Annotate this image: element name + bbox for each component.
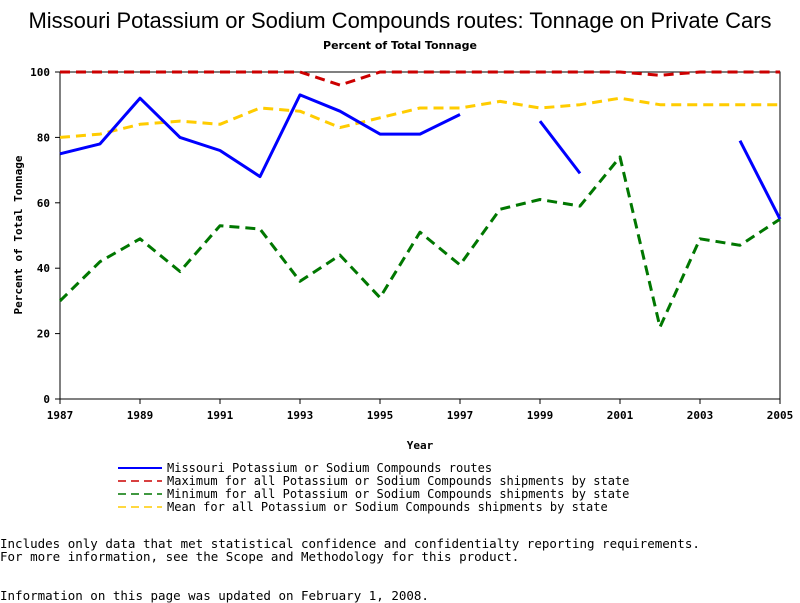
y-tick-label: 0 xyxy=(43,393,50,406)
series-3 xyxy=(59,96,780,139)
footnote-confidence: Includes only data that met statistical … xyxy=(0,536,700,551)
x-tick-label: 1997 xyxy=(447,409,474,422)
x-axis-label: Year xyxy=(407,439,434,452)
series-layer xyxy=(58,70,782,329)
series-1 xyxy=(60,70,780,87)
y-tick-label: 100 xyxy=(30,66,50,79)
x-tick-label: 1999 xyxy=(527,409,554,422)
x-tick-label: 2001 xyxy=(607,409,634,422)
x-tick-label: 2003 xyxy=(687,409,714,422)
legend-label: Mean for all Potassium or Sodium Compoun… xyxy=(167,500,608,514)
series-line xyxy=(59,93,461,179)
y-tick-label: 80 xyxy=(37,131,50,144)
series-line xyxy=(60,70,780,87)
chart-subtitle: Percent of Total Tonnage xyxy=(323,39,477,52)
y-tick-label: 20 xyxy=(37,328,50,341)
x-axis-ticks: 1987 1989 1991 1993 1995 1997 1999 2001 2003 2005 xyxy=(47,399,794,422)
x-tick-label: 1993 xyxy=(287,409,314,422)
series-line xyxy=(58,155,781,329)
series-2 xyxy=(58,155,781,329)
x-tick-label: 2005 xyxy=(767,409,794,422)
x-tick-label: 1989 xyxy=(127,409,154,422)
legend-label: Missouri Potassium or Sodium Compounds r… xyxy=(167,461,492,475)
x-tick-label: 1987 xyxy=(47,409,74,422)
plot-area xyxy=(59,71,781,400)
y-axis-ticks: 0 20 40 60 80 100 xyxy=(30,66,60,406)
legend-label: Maximum for all Potassium or Sodium Comp… xyxy=(167,474,629,488)
series-0 xyxy=(59,93,782,220)
chart-title: Missouri Potassium or Sodium Compounds r… xyxy=(28,8,771,33)
legend: Missouri Potassium or Sodium Compounds r… xyxy=(118,461,629,514)
plot-frame xyxy=(59,71,781,400)
y-tick-label: 60 xyxy=(37,197,50,210)
footnote-updated: Information on this page was updated on … xyxy=(0,588,429,603)
legend-label: Minimum for all Potassium or Sodium Comp… xyxy=(167,487,629,501)
footnote-methodology: For more information, see the Scope and … xyxy=(0,549,520,564)
y-tick-label: 40 xyxy=(37,262,50,275)
x-tick-label: 1991 xyxy=(207,409,234,422)
series-line xyxy=(538,120,582,175)
series-line xyxy=(59,96,780,139)
series-line xyxy=(738,140,782,220)
x-tick-label: 1995 xyxy=(367,409,394,422)
y-axis-label: Percent of Total Tonnage xyxy=(12,155,25,314)
